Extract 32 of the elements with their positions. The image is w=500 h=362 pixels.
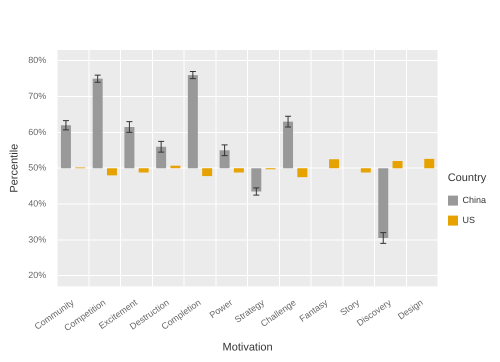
- bar: [188, 75, 198, 168]
- bar: [283, 122, 294, 168]
- y-tick-label: 80%: [28, 55, 46, 66]
- bar: [220, 150, 230, 168]
- legend-label: US: [462, 215, 475, 226]
- bar: [297, 168, 308, 178]
- bar: [251, 168, 262, 192]
- bar: [60, 125, 71, 168]
- bar: [234, 168, 244, 173]
- legend-title: Country: [448, 172, 487, 184]
- bar: [92, 78, 103, 168]
- bar: [124, 127, 134, 168]
- y-tick-label: 20%: [28, 270, 46, 280]
- x-axis-title: Motivation: [222, 341, 273, 354]
- y-tick-label: 40%: [28, 198, 46, 209]
- bar: [170, 166, 180, 168]
- legend-label: China: [462, 195, 486, 206]
- bar: [378, 168, 388, 238]
- bar: [202, 168, 212, 176]
- y-tick-label: 60%: [28, 126, 46, 137]
- x-tick-label: Story: [338, 297, 362, 318]
- bar: [156, 146, 166, 168]
- bar: [360, 168, 371, 173]
- y-axis-title: Percentile: [8, 144, 21, 193]
- y-tick-label: 70%: [28, 91, 46, 102]
- bar: [329, 159, 340, 168]
- bar: [392, 161, 403, 168]
- bar: [106, 168, 117, 176]
- bar: [424, 158, 434, 168]
- y-tick-label: 30%: [28, 234, 46, 244]
- bar: [138, 168, 149, 173]
- y-tick-label: 50%: [28, 162, 46, 173]
